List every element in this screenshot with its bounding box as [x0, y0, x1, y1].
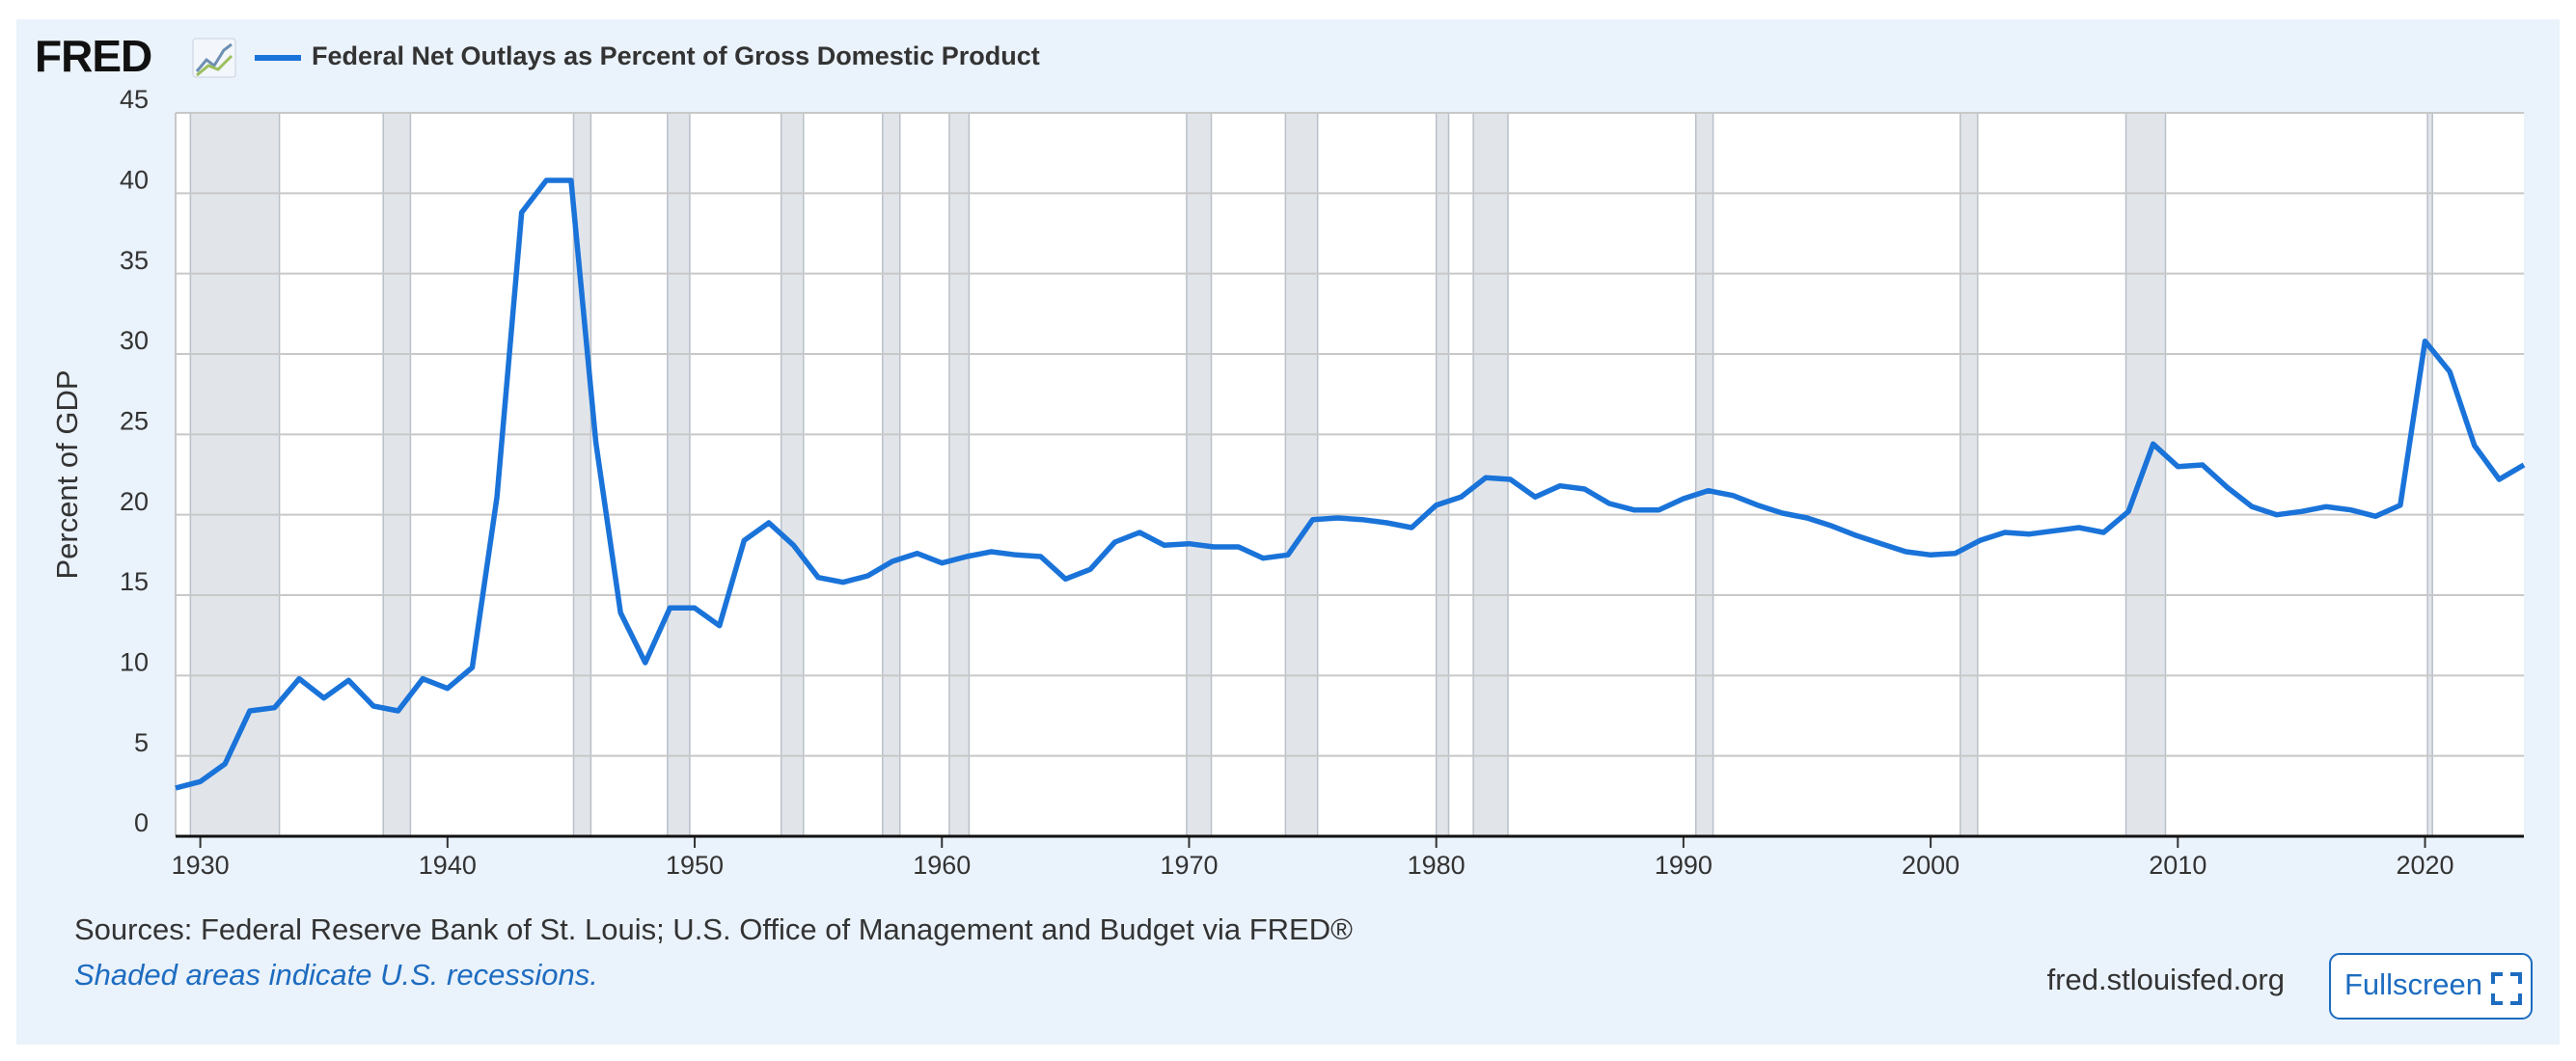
recession-band — [1959, 112, 1979, 837]
recession-band — [2426, 112, 2433, 837]
recession-band — [667, 112, 691, 837]
recession-band — [1435, 112, 1450, 837]
legend-label: Federal Net Outlays as Percent of Gross … — [312, 41, 1040, 70]
y-tick-label: 35 — [120, 246, 149, 275]
site-url: fred.stlouisfed.org — [2047, 963, 2285, 996]
recession-band — [1694, 112, 1714, 837]
y-tick-label: 15 — [120, 567, 149, 596]
y-tick-label: 30 — [120, 326, 149, 355]
recession-band — [1472, 112, 1509, 837]
x-tick-label: 2010 — [2149, 851, 2206, 880]
y-tick-label: 45 — [120, 85, 149, 114]
plot-area — [176, 113, 2524, 836]
x-tick-label: 1970 — [1160, 851, 1218, 880]
data-line — [175, 177, 2526, 791]
fullscreen-icon[interactable] — [2491, 972, 2522, 1005]
x-tick-label: 1930 — [172, 851, 230, 880]
logo: FRED — [35, 31, 151, 81]
x-tick-label: 1960 — [913, 851, 971, 880]
y-tick-label: 10 — [120, 647, 149, 676]
y-axis-label: Percent of GDP — [50, 369, 84, 579]
y-tick-label: 0 — [134, 808, 149, 837]
y-tick-label: 20 — [120, 487, 149, 516]
recession-band — [948, 112, 971, 837]
x-tick-label: 1980 — [1408, 851, 1466, 880]
sources: Sources: Federal Reserve Bank of St. Lou… — [74, 912, 1353, 946]
recession-band — [1284, 112, 1319, 837]
logo-icon — [192, 38, 236, 78]
x-tick-label: 1990 — [1655, 851, 1713, 880]
y-tick-label: 40 — [120, 165, 149, 194]
button-label[interactable]: Fullscreen — [2344, 967, 2482, 1001]
x-tick-label: 2000 — [1902, 851, 1959, 880]
recession-band — [780, 112, 805, 837]
recession-band — [1186, 112, 1213, 837]
recession-band — [382, 112, 412, 837]
y-tick-label: 25 — [120, 406, 149, 435]
x-tick-label: 1950 — [666, 851, 724, 880]
recession-band — [2124, 112, 2167, 837]
x-tick-label: 2020 — [2396, 851, 2453, 880]
recession-note: Shaded areas indicate U.S. recessions. — [74, 958, 598, 992]
recession-band — [882, 112, 901, 837]
recession-band — [189, 112, 281, 837]
y-tick-label: 5 — [134, 728, 149, 757]
fullscreen-button[interactable]: Fullscreen — [2329, 953, 2533, 1020]
x-tick-label: 1940 — [419, 851, 477, 880]
